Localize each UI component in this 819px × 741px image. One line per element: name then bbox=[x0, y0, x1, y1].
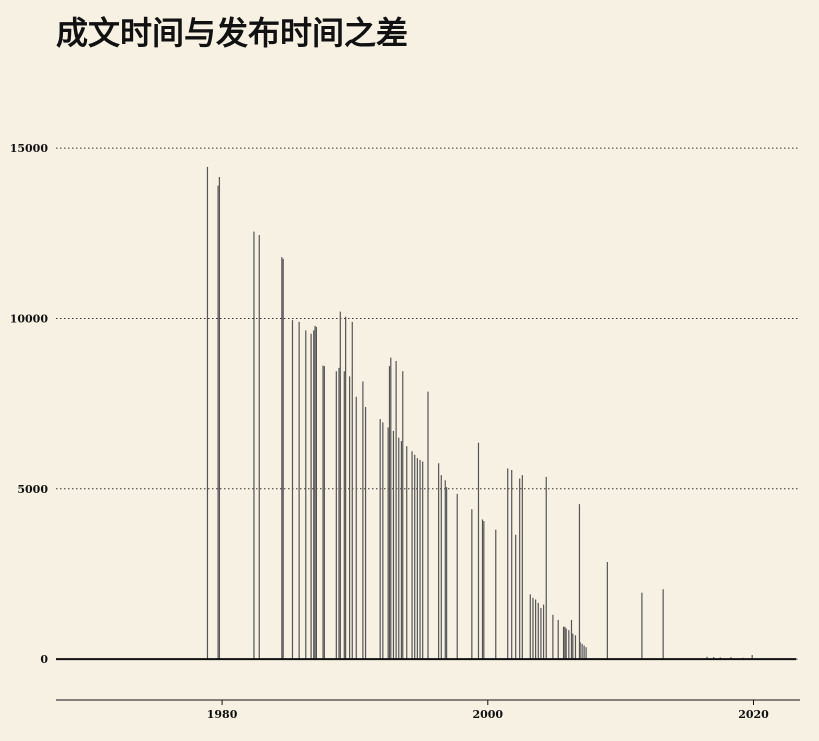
y-tick-label: 5000 bbox=[17, 483, 48, 496]
chart-title: 成文时间与发布时间之差 bbox=[56, 14, 409, 52]
y-tick-label: 15000 bbox=[10, 142, 49, 155]
x-tick-label: 2020 bbox=[738, 708, 769, 721]
x-tick-label: 1980 bbox=[207, 708, 238, 721]
y-tick-label: 0 bbox=[40, 653, 48, 666]
x-tick-label: 2000 bbox=[472, 708, 503, 721]
y-tick-label: 10000 bbox=[10, 312, 49, 325]
